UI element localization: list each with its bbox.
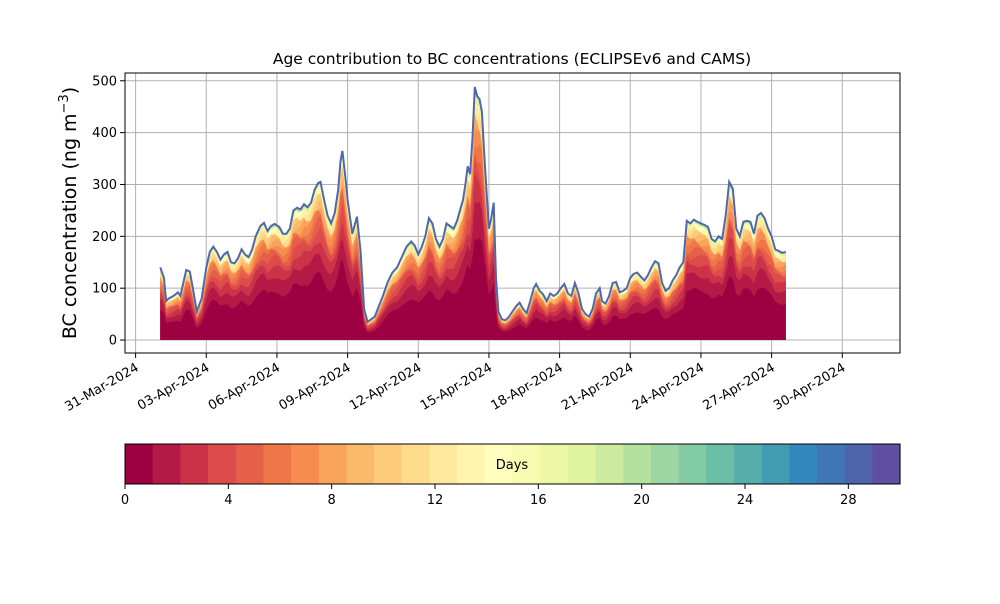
- colorbar-segment: [346, 444, 375, 484]
- y-axis-label-exponent: −3: [57, 94, 72, 113]
- x-tick-label: 21-Apr-2024: [559, 360, 636, 413]
- colorbar-tick-label: 8: [328, 493, 336, 508]
- colorbar-segment: [457, 444, 486, 484]
- colorbar-segment: [650, 444, 680, 484]
- colorbar-segment: [872, 444, 901, 484]
- y-axis-label: BC concentration (ng m−3): [57, 87, 81, 339]
- x-tick-label: 30-Apr-2024: [771, 360, 848, 413]
- colorbar-segment: [678, 444, 707, 484]
- age-layer-area: [160, 237, 786, 340]
- y-tick-label: 400: [92, 126, 117, 141]
- area-layers: [160, 87, 786, 341]
- y-axis-label-close: ): [59, 87, 81, 94]
- colorbar-segment: [429, 444, 458, 484]
- x-tick-label: 12-Apr-2024: [347, 360, 424, 413]
- y-tick-label: 0: [109, 334, 117, 349]
- x-tick-label: 18-Apr-2024: [488, 360, 565, 413]
- plot-frame: [124, 72, 901, 354]
- chart-title: Age contribution to BC concentrations (E…: [273, 50, 751, 68]
- colorbar-segment: [540, 444, 569, 484]
- colorbar-tick-label: 4: [224, 493, 232, 508]
- x-axis: 31-Mar-202403-Apr-202406-Apr-202409-Apr-…: [62, 353, 848, 415]
- colorbar-segment: [401, 444, 431, 484]
- colorbar-segment: [706, 444, 735, 484]
- colorbar-segment: [291, 444, 320, 484]
- colorbar-segment: [484, 444, 514, 484]
- y-axis: 0 100 200 300 400 500: [92, 74, 125, 349]
- colorbar-segment: [180, 444, 209, 484]
- y-tick-label: 500: [92, 74, 117, 89]
- colorbar-segment: [235, 444, 264, 484]
- x-tick-label: 24-Apr-2024: [630, 360, 707, 413]
- total-line: [159, 86, 787, 324]
- x-tick-label: 15-Apr-2024: [418, 360, 495, 413]
- x-tick-label: 09-Apr-2024: [276, 360, 353, 413]
- y-tick-label: 300: [92, 178, 117, 193]
- colorbar-segment: [374, 444, 403, 484]
- y-tick-label: 100: [92, 282, 117, 297]
- colorbar-label: Days: [496, 458, 529, 473]
- colorbar-segment: [152, 444, 181, 484]
- colorbar: 0 4 8 12 16 20 24 28: [121, 443, 901, 508]
- colorbar-segment: [512, 444, 541, 484]
- colorbar-frame: [124, 443, 901, 485]
- colorbar-tick-label: 28: [840, 493, 857, 508]
- x-tick-label: 03-Apr-2024: [135, 360, 212, 413]
- colorbar-tick-label: 0: [121, 493, 129, 508]
- y-tick-label: 200: [92, 230, 117, 245]
- colorbar-segment: [567, 444, 597, 484]
- colorbar-segment: [623, 444, 652, 484]
- colorbar-tick-label: 16: [530, 493, 547, 508]
- colorbar-segment: [816, 444, 846, 484]
- colorbar-tick-label: 24: [737, 493, 754, 508]
- x-tick-label: 06-Apr-2024: [206, 360, 283, 413]
- colorbar-segment: [595, 444, 624, 484]
- colorbar-segment: [733, 444, 763, 484]
- colorbar-segment: [263, 444, 292, 484]
- colorbar-segment: [318, 444, 348, 484]
- x-tick-label: 31-Mar-2024: [62, 360, 141, 414]
- colorbar-segment: [208, 444, 237, 484]
- colorbar-segment: [761, 444, 790, 484]
- x-tick-label: 27-Apr-2024: [700, 360, 777, 413]
- colorbar-tick-label: 12: [427, 493, 444, 508]
- colorbar-segment: [125, 444, 154, 484]
- colorbar-segment: [844, 444, 873, 484]
- y-axis-label-text: BC concentration (ng m: [59, 113, 81, 339]
- colorbar-segment: [789, 444, 818, 484]
- colorbar-tick-label: 20: [633, 493, 650, 508]
